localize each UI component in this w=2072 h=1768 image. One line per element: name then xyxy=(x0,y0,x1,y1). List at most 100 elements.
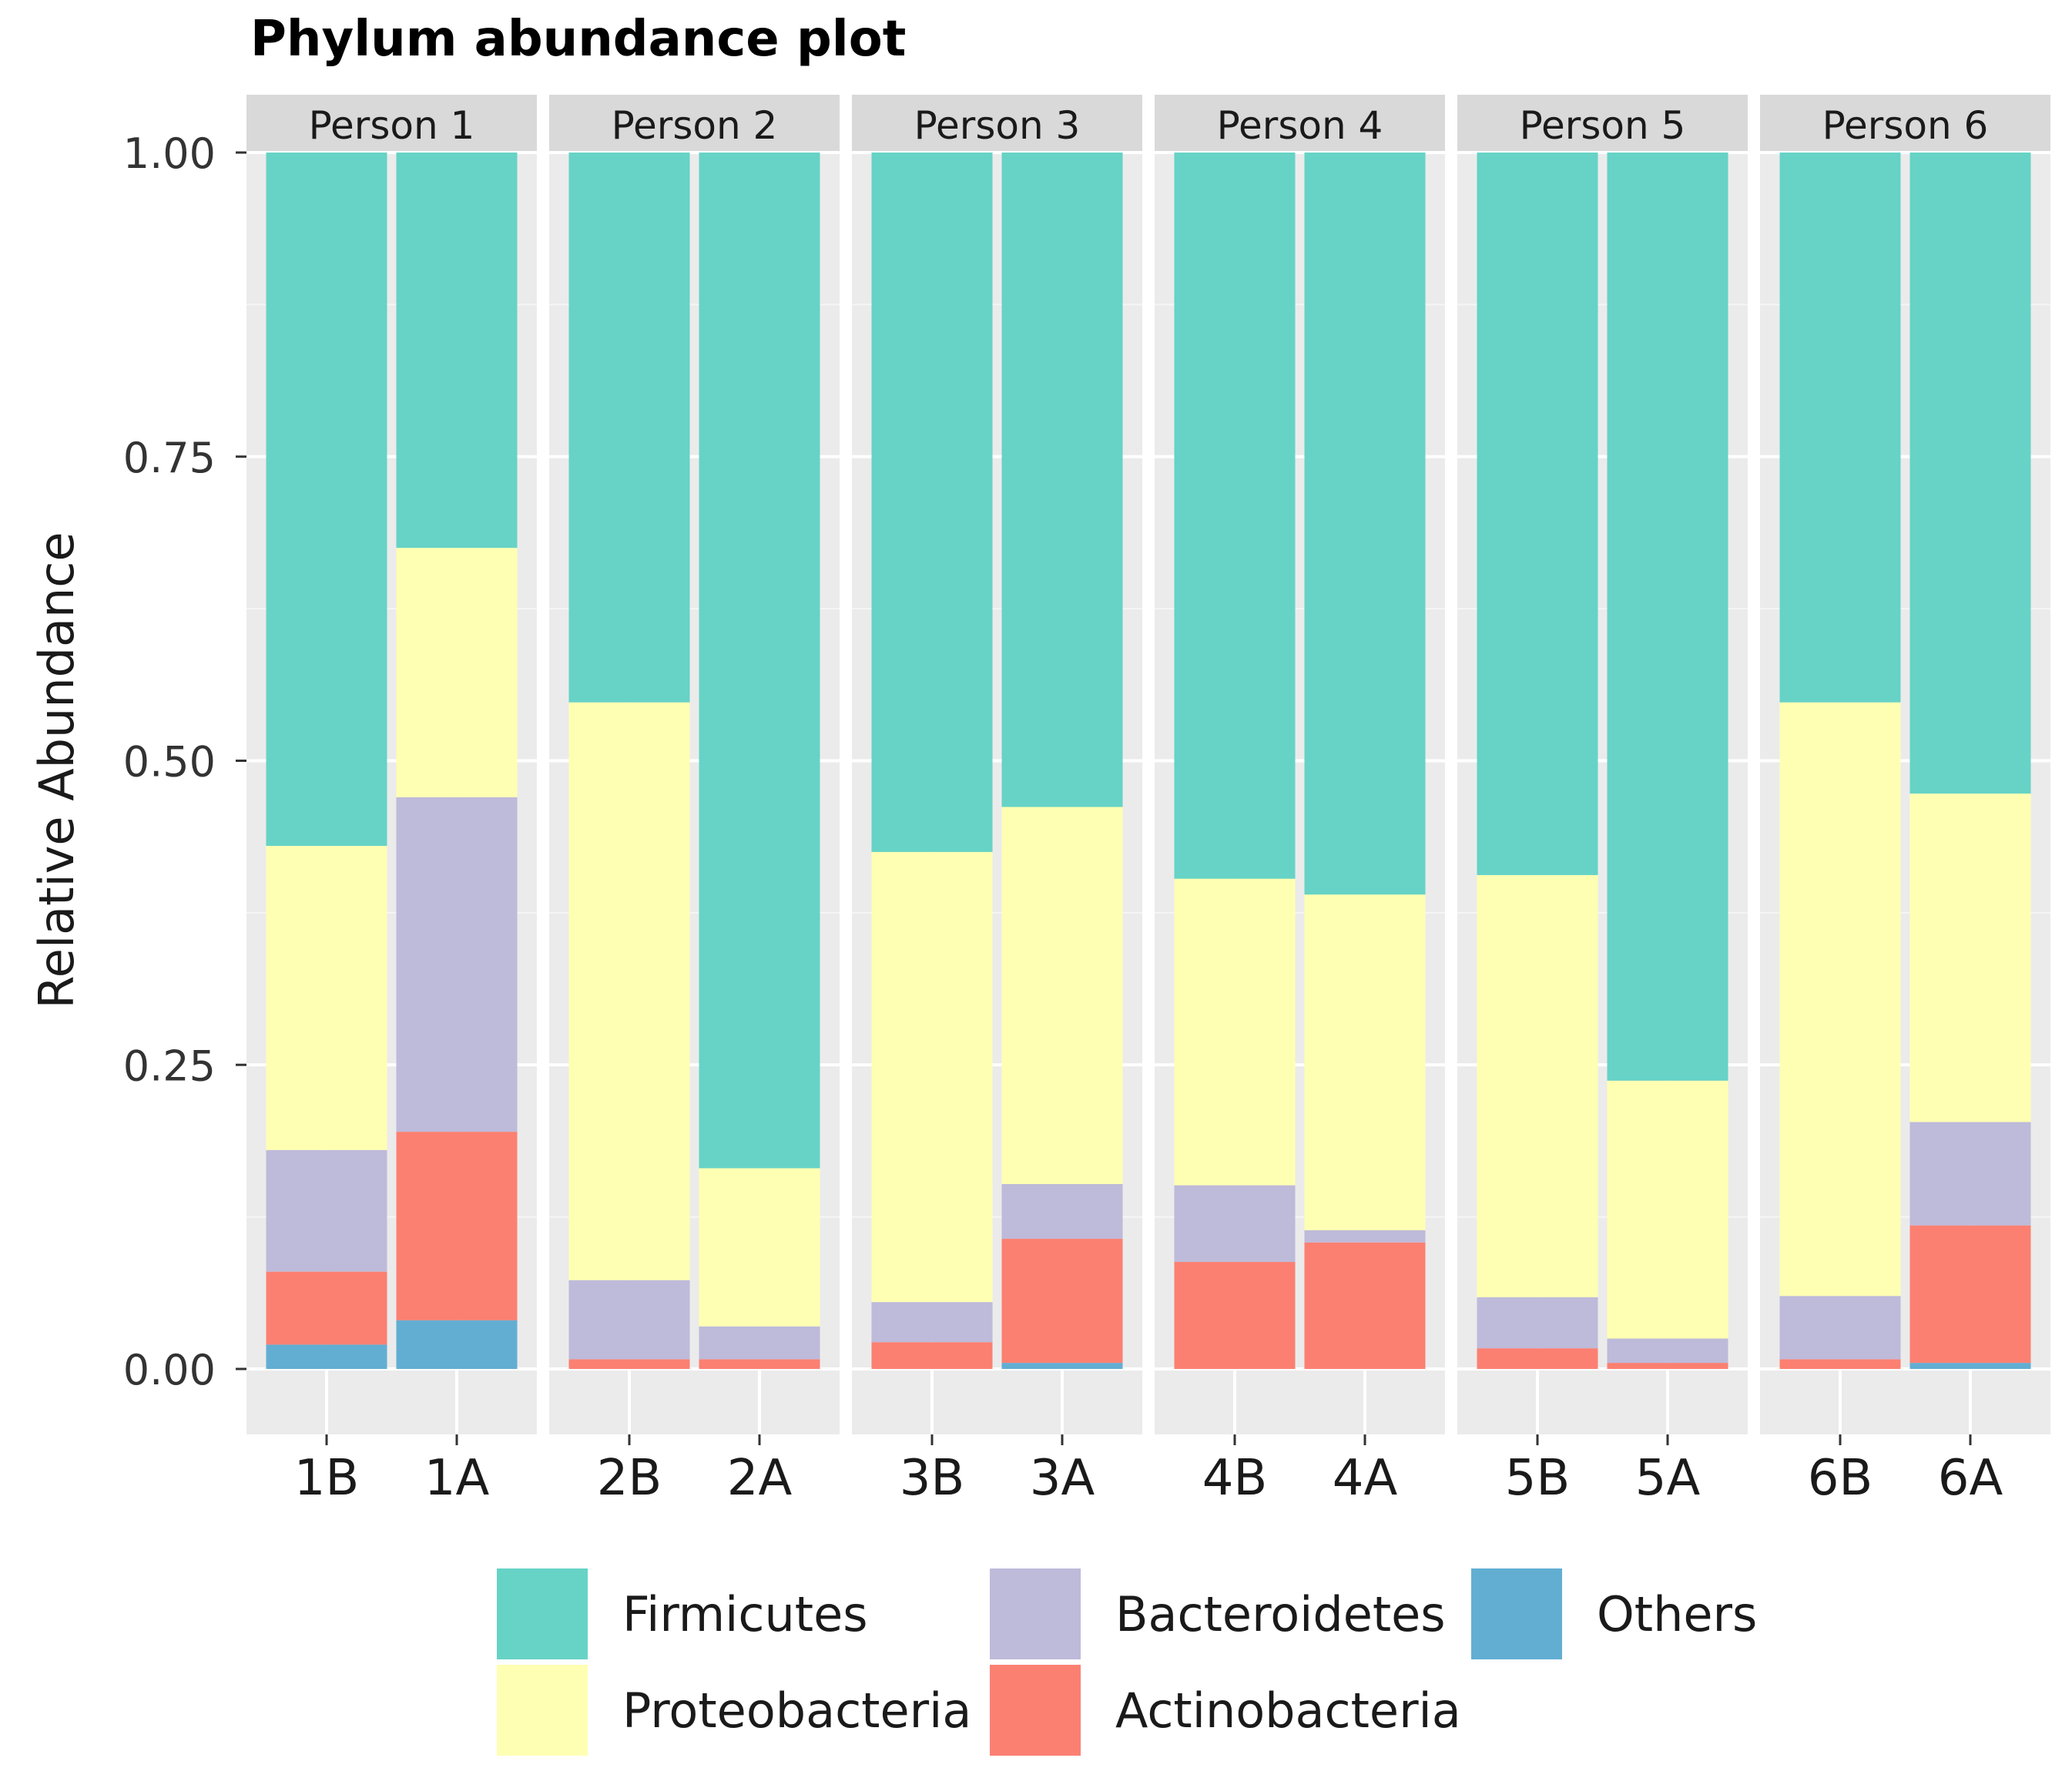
bar-segment-6A-proteobacteria xyxy=(1909,793,2031,1122)
legend-label: Bacteroidetes xyxy=(1115,1585,1446,1642)
bar-segment-6B-bacteroidetes xyxy=(1779,1296,1901,1360)
bar-segment-5B-bacteroidetes xyxy=(1477,1297,1598,1349)
bar-segment-1A-proteobacteria xyxy=(396,548,518,797)
bar-segment-2A-firmicutes xyxy=(699,153,820,1169)
facet-strip-label: Person 5 xyxy=(1520,103,1686,148)
bar-segment-3B-actinobacteria xyxy=(871,1342,993,1369)
y-tick-label: 0.25 xyxy=(123,1042,216,1090)
x-tick-label: 4B xyxy=(1202,1450,1268,1507)
legend-swatch xyxy=(1471,1568,1562,1659)
facet-strip xyxy=(852,95,1142,154)
bar-segment-6A-others xyxy=(1909,1363,2031,1369)
x-tick-label: 1A xyxy=(424,1450,490,1507)
bar-segment-4A-proteobacteria xyxy=(1304,894,1426,1230)
y-tick-label: 1.00 xyxy=(123,129,216,178)
bar-segment-3A-firmicutes xyxy=(1001,153,1123,807)
x-tick-label: 2A xyxy=(727,1450,793,1507)
bar-segment-1B-proteobacteria xyxy=(266,846,387,1150)
bar-segment-5B-actinobacteria xyxy=(1477,1348,1598,1369)
x-tick-label: 6B xyxy=(1808,1450,1873,1507)
bar-segment-2B-actinobacteria xyxy=(568,1359,690,1369)
x-tick-label: 6A xyxy=(1938,1450,2003,1507)
facet-strip xyxy=(246,95,537,154)
bar-segment-3B-firmicutes xyxy=(871,153,993,852)
bar-segment-4B-actinobacteria xyxy=(1174,1262,1296,1369)
facet-strip xyxy=(549,95,840,154)
bar-segment-5A-firmicutes xyxy=(1607,153,1728,1081)
bar-segment-1B-bacteroidetes xyxy=(266,1149,387,1272)
legend-label: Proteobacteria xyxy=(622,1682,972,1739)
bar-segment-2A-bacteroidetes xyxy=(699,1326,820,1360)
bar-segment-6A-bacteroidetes xyxy=(1909,1122,2031,1226)
legend-item-firmicutes: Firmicutes xyxy=(497,1568,868,1660)
bar-segment-5B-proteobacteria xyxy=(1477,874,1598,1297)
facet-panel-2: Person 2 xyxy=(549,95,840,1434)
facet-strip-label: Person 3 xyxy=(914,103,1081,148)
bar-segment-1B-actinobacteria xyxy=(266,1271,387,1345)
chart-plot-area: Relative Abundance 0.00 0.25 0.50 0.75 1.00 Pe… xyxy=(28,95,2050,1507)
bar-segment-2A-proteobacteria xyxy=(699,1168,820,1327)
bar-segment-3A-actinobacteria xyxy=(1001,1239,1123,1364)
x-tick-label: 2B xyxy=(597,1450,662,1507)
legend-swatch xyxy=(497,1665,588,1756)
chart-legend: Firmicutes Proteobacteria Bacteroidetes Act… xyxy=(497,1568,1845,1768)
y-tick-label: 0.00 xyxy=(123,1346,216,1394)
facet-strip-label: Person 4 xyxy=(1217,103,1383,148)
bar-segment-4A-firmicutes xyxy=(1304,153,1426,895)
bar-segment-1A-firmicutes xyxy=(396,153,518,549)
legend-item-others: Others xyxy=(1471,1568,1757,1660)
bar-segment-5A-bacteroidetes xyxy=(1607,1338,1728,1364)
facet-panel-5: Person 5 xyxy=(1457,95,1748,1434)
bar-segment-2A-actinobacteria xyxy=(699,1359,820,1369)
legend-label: Others xyxy=(1597,1585,1758,1642)
legend-item-bacteroidetes: Bacteroidetes xyxy=(990,1568,1446,1660)
bar-segment-1A-others xyxy=(396,1320,518,1369)
bar-segment-4A-bacteroidetes xyxy=(1304,1230,1426,1243)
facet-strip-label: Person 1 xyxy=(309,103,475,148)
facet-strip-label: Person 6 xyxy=(1822,103,1989,148)
facet-panel-3: Person 3 xyxy=(852,95,1142,1434)
facet-panel-1: Person 1 xyxy=(246,95,537,1434)
bar-segment-4A-actinobacteria xyxy=(1304,1242,1426,1369)
legend-label: Actinobacteria xyxy=(1115,1682,1461,1739)
bar-segment-6B-firmicutes xyxy=(1779,153,1901,703)
bar-segment-3B-proteobacteria xyxy=(871,851,993,1303)
facet-strip xyxy=(1760,95,2050,154)
x-tick-label: 4A xyxy=(1333,1450,1398,1507)
chart-title: Phylum abundance plot xyxy=(250,11,907,68)
x-tick-label: 1B xyxy=(294,1450,360,1507)
bar-segment-2B-firmicutes xyxy=(568,153,690,703)
facet-panel-4: Person 4 xyxy=(1155,95,1445,1434)
facet-strip-label: Person 2 xyxy=(612,103,778,148)
facet-strip xyxy=(1155,95,1445,154)
bar-segment-1A-bacteroidetes xyxy=(396,797,518,1132)
x-tick-label: 3A xyxy=(1030,1450,1095,1507)
bar-segment-1B-others xyxy=(266,1344,387,1369)
legend-item-proteobacteria: Proteobacteria xyxy=(497,1664,971,1756)
legend-swatch xyxy=(497,1568,588,1659)
bar-segment-1A-actinobacteria xyxy=(396,1132,518,1320)
bar-segment-3B-bacteroidetes xyxy=(871,1302,993,1343)
bar-segment-2B-bacteroidetes xyxy=(568,1280,690,1360)
facet-strip xyxy=(1457,95,1748,154)
bar-segment-4B-proteobacteria xyxy=(1174,878,1296,1186)
bar-segment-5A-actinobacteria xyxy=(1607,1363,1728,1369)
legend-item-actinobacteria: Actinobacteria xyxy=(990,1664,1461,1756)
legend-swatch xyxy=(990,1665,1081,1756)
y-tick-label: 0.75 xyxy=(123,434,216,482)
bar-segment-5B-firmicutes xyxy=(1477,153,1598,875)
bar-segment-1B-firmicutes xyxy=(266,153,387,847)
bar-segment-4B-bacteroidetes xyxy=(1174,1185,1296,1263)
facet-panel-6: Person 6 xyxy=(1760,95,2050,1434)
y-axis-label: Relative Abundance xyxy=(28,532,85,1009)
x-tick-label: 3B xyxy=(900,1450,965,1507)
x-tick-label: 5B xyxy=(1505,1450,1571,1507)
bar-segment-6B-actinobacteria xyxy=(1779,1359,1901,1369)
legend-label: Firmicutes xyxy=(622,1585,868,1642)
legend-swatch xyxy=(990,1568,1081,1659)
bar-segment-4B-firmicutes xyxy=(1174,153,1296,879)
bar-segment-6A-actinobacteria xyxy=(1909,1225,2031,1364)
bar-segment-3A-others xyxy=(1001,1363,1123,1369)
bar-segment-3A-bacteroidetes xyxy=(1001,1183,1123,1240)
